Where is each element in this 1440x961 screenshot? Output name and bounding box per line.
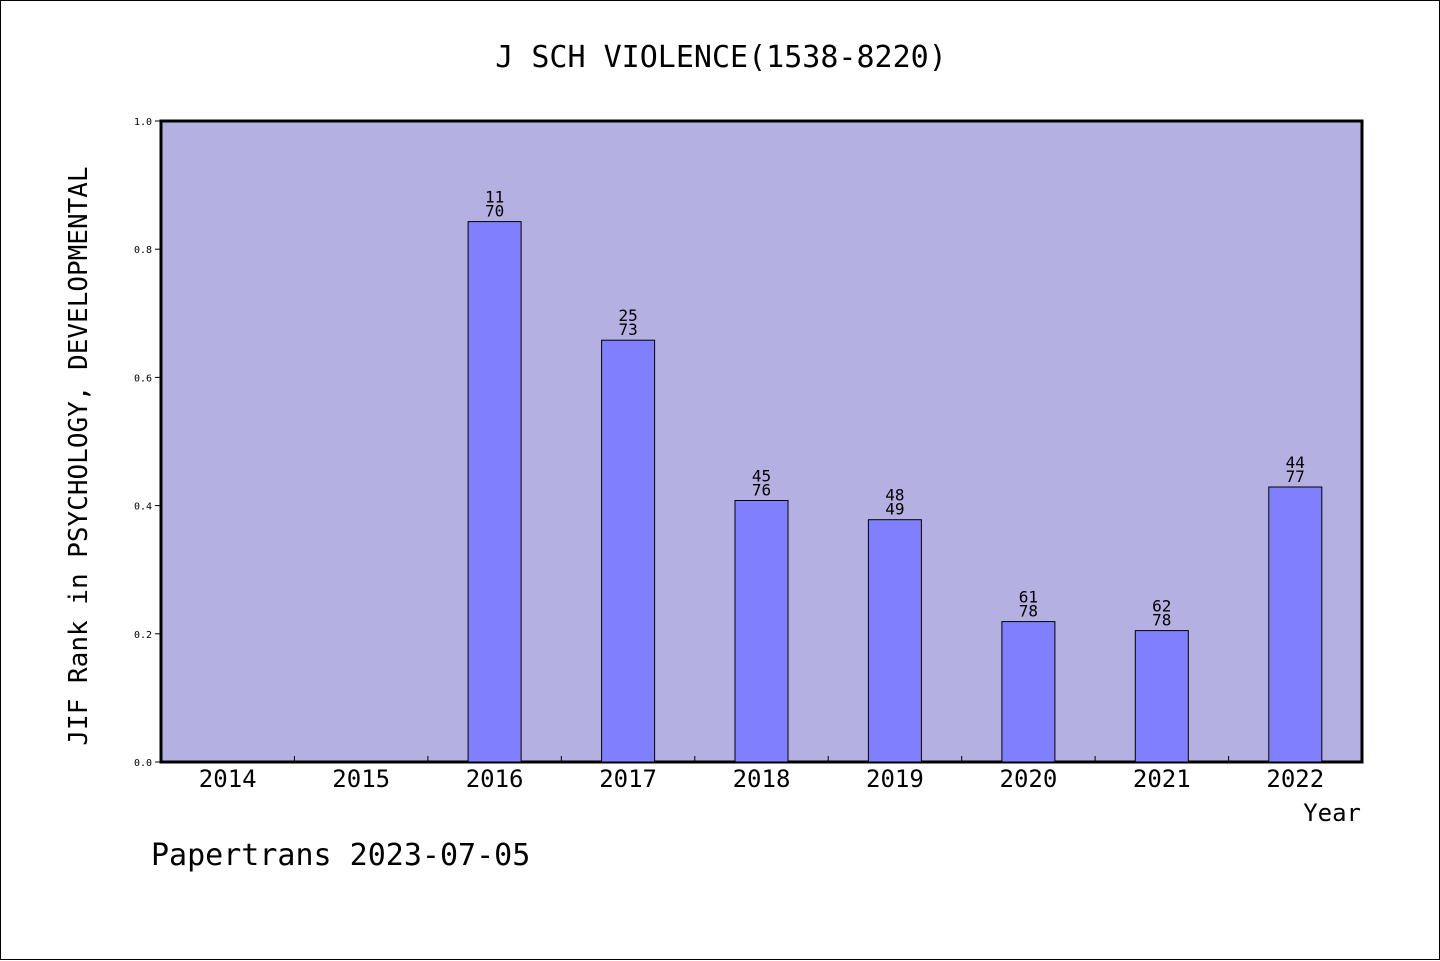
bar-label-top-2019: 48 <box>885 486 904 505</box>
x-tick-label-2020: 2020 <box>1000 765 1058 793</box>
bar-2017 <box>601 339 656 763</box>
x-tick-label-2022: 2022 <box>1266 765 1324 793</box>
y-tick-label: 1.0 <box>134 117 152 128</box>
bar-label-top-2022: 44 <box>1286 453 1305 472</box>
x-tick-label-2017: 2017 <box>599 765 657 793</box>
bar-2019 <box>867 519 922 763</box>
y-tick-label: 0.0 <box>134 758 152 769</box>
y-tick-label: 0.8 <box>134 245 152 256</box>
bar-2016 <box>467 221 522 763</box>
bar-label-top-2021: 62 <box>1152 597 1171 616</box>
x-ticks-layer: 2014 2015 2016 2017 2018 2019 2020 2021 2022 <box>199 756 1324 793</box>
bar-2022 <box>1268 486 1323 763</box>
bar-label-top-2017: 25 <box>618 306 637 325</box>
bar-label-top-2018: 45 <box>752 467 771 486</box>
x-tick-label-2019: 2019 <box>866 765 924 793</box>
x-tick-label-2018: 2018 <box>733 765 791 793</box>
x-tick-label-2014: 2014 <box>199 765 257 793</box>
x-axis-label: Year <box>1303 799 1361 827</box>
bar-label-bottom-2021: 78 <box>1152 611 1171 630</box>
x-tick-label-2021: 2021 <box>1133 765 1191 793</box>
bar-label-bottom-2019: 49 <box>885 500 904 519</box>
y-tick-label: 0.4 <box>134 502 152 513</box>
bar-2020 <box>1001 621 1056 763</box>
y-tick-label: 0.6 <box>134 373 152 384</box>
bar-2021 <box>1134 630 1189 763</box>
x-tick-label-2016: 2016 <box>466 765 524 793</box>
y-ticks-layer: 0.0 0.2 0.4 0.6 0.8 1.0 <box>134 117 161 769</box>
bar-label-top-2016: 11 <box>485 188 504 207</box>
y-tick-label: 0.2 <box>134 630 152 641</box>
y-axis-label: JIF Rank in PSYCHOLOGY, DEVELOPMENTAL <box>64 166 94 745</box>
bar-label-bottom-2017: 73 <box>618 320 637 339</box>
bar-label-bottom-2020: 78 <box>1019 602 1038 621</box>
bar-label-bottom-2022: 77 <box>1286 467 1305 486</box>
bars-layer <box>467 221 1323 763</box>
x-tick-label-2015: 2015 <box>332 765 390 793</box>
bar-label-top-2020: 61 <box>1019 588 1038 607</box>
footer-watermark: Papertrans 2023-07-05 <box>151 838 530 873</box>
bar-label-bottom-2016: 70 <box>485 202 504 221</box>
bar-2018 <box>734 500 789 763</box>
chart-title: J SCH VIOLENCE(1538-8220) <box>495 40 947 75</box>
bar-label-bottom-2018: 76 <box>752 481 771 500</box>
